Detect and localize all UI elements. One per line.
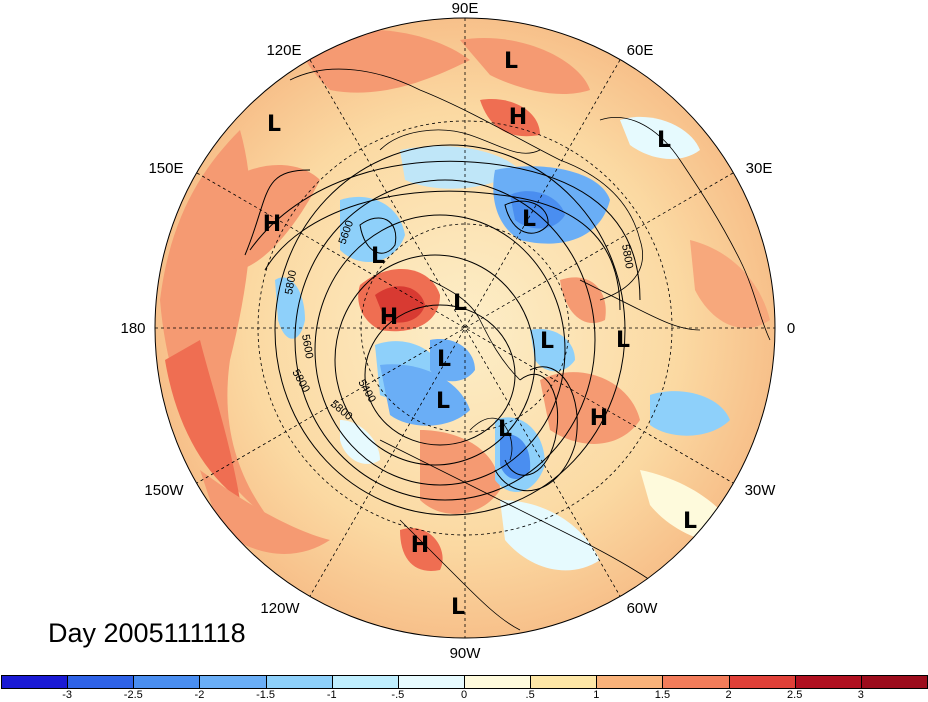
colorbar-tick-label: .5 <box>525 689 535 701</box>
colorbar-tick-label: 2 <box>725 689 732 701</box>
pressure-center-low: L <box>616 328 630 353</box>
height-contours <box>244 144 641 516</box>
lon-label-30e: 30E <box>746 160 773 177</box>
pressure-center-low: L <box>657 128 671 153</box>
pressure-center-high: H <box>590 406 608 431</box>
colorbar-tick-label: 0 <box>460 689 468 701</box>
pressure-center-low: L <box>498 417 512 442</box>
lon-label-120e: 120E <box>266 42 301 59</box>
map-border <box>154 17 776 639</box>
pressure-center-low: L <box>504 49 518 74</box>
pressure-center-low: L <box>371 244 385 269</box>
colorbar-box <box>728 675 796 689</box>
pressure-center-low: L <box>437 347 451 372</box>
colorbar-tick-label: -2 <box>194 689 205 701</box>
colorbar-box <box>331 675 399 689</box>
colorbar-tick-label: -.5 <box>391 689 405 701</box>
lon-label-30w: 30W <box>745 482 777 499</box>
pressure-center-low: L <box>540 329 554 354</box>
pressure-center-low: L <box>522 207 536 232</box>
contour-label: 5800 <box>619 243 635 269</box>
colorbar-box <box>530 675 598 689</box>
colorbar-box <box>265 675 333 689</box>
colorbar-box <box>794 675 862 689</box>
colorbar-ticks: -3 -2.5 -2 -1.5 -1 -.5 0 .5 1 1.5 2 2.5 3 <box>0 689 928 702</box>
contour-label: 5800 <box>283 269 299 295</box>
lon-label-120w: 120W <box>260 600 300 617</box>
pressure-center-low: L <box>683 509 697 534</box>
colorbar-tick-label: -1.5 <box>256 689 276 701</box>
colorbar-box <box>464 675 532 689</box>
pressure-center-high: H <box>263 212 281 237</box>
map-title: Day 2005111118 <box>48 618 246 648</box>
contour-label: 5600 <box>299 333 315 359</box>
graticule <box>155 18 775 638</box>
lon-label-180: 180 <box>120 320 145 337</box>
colorbar-box <box>1 675 69 689</box>
colorbar-box <box>596 675 664 689</box>
lon-label-0: 0 <box>787 320 795 337</box>
colorbar-tick-label: 3 <box>857 689 864 701</box>
colorbar-tick-label: -2.5 <box>123 689 143 701</box>
lon-label-150e: 150E <box>148 160 183 177</box>
pressure-center-high: H <box>411 533 429 558</box>
pressure-centers: L H L L H L L H L L L L L H L L H L <box>263 49 697 620</box>
pressure-center-low: L <box>436 389 450 414</box>
coastlines <box>289 68 771 638</box>
colorbar-tick-label: 2.5 <box>787 689 803 701</box>
colorbar-box <box>397 675 465 689</box>
lon-label-top: 90E <box>452 0 479 17</box>
colorbar <box>0 675 928 689</box>
pressure-center-high: H <box>380 305 398 330</box>
anomaly-field <box>155 18 775 638</box>
lon-label-150w: 150W <box>144 482 184 499</box>
lon-label-60e: 60E <box>627 42 654 59</box>
pressure-center-high: H <box>509 105 527 130</box>
colorbar-tick-label: -1 <box>326 689 337 701</box>
pressure-center-low: L <box>453 291 467 316</box>
colorbar-box <box>133 675 201 689</box>
colorbar-tick-label: -3 <box>62 689 73 701</box>
colorbar-box <box>199 675 267 689</box>
lon-label-60w: 60W <box>627 600 659 617</box>
colorbar-tick-label: 1 <box>593 689 600 701</box>
pressure-center-low: L <box>267 112 281 137</box>
colorbar-box <box>67 675 135 689</box>
colorbar-box <box>662 675 730 689</box>
colorbar-box <box>860 675 928 689</box>
longitude-labels: 90E 120E 60E 150E 30E 180 0 150W 30W 120… <box>120 0 795 662</box>
lon-label-bottom: 90W <box>450 645 482 662</box>
pressure-center-low: L <box>451 595 465 620</box>
colorbar-tick-label: 1.5 <box>654 689 671 701</box>
